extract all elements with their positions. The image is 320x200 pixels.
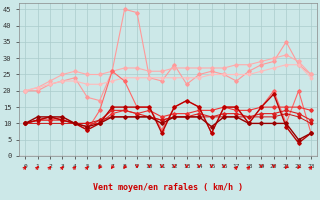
X-axis label: Vent moyen/en rafales ( km/h ): Vent moyen/en rafales ( km/h ) xyxy=(93,183,243,192)
